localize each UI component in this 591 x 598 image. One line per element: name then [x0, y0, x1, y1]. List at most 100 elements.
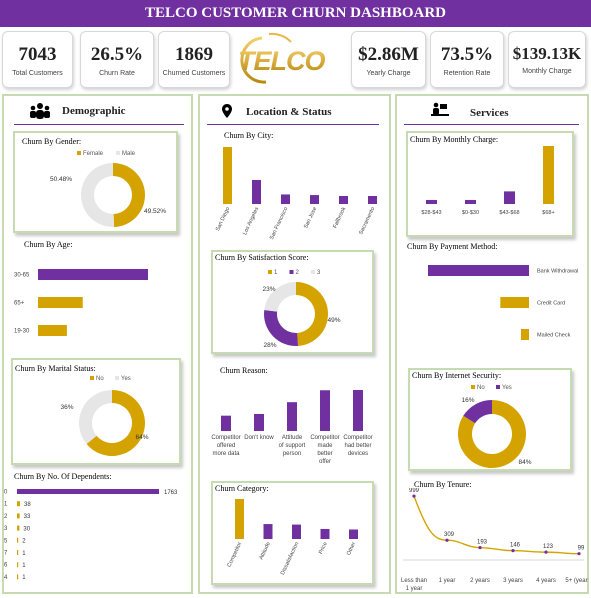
kpi-label: Yearly Charge [366, 70, 411, 77]
marital-chart: 64% 36% No Yes [60, 376, 149, 456]
monthly-chart: $28-$43 $0-$30 $43-$68 $68+ [421, 146, 555, 216]
bar [281, 194, 290, 204]
category-label: 4 years [536, 578, 556, 584]
data-label: 123 [543, 544, 554, 550]
kpi-label: Churned Customers [162, 70, 226, 77]
legend-swatch [496, 385, 500, 389]
chart-title: Churn By Monthly Charge: [410, 135, 499, 144]
data-label: 309 [444, 532, 455, 538]
legend-swatch [311, 270, 315, 274]
donut-slice [264, 282, 296, 312]
series-line [413, 495, 580, 555]
category-label: Credit Card [537, 301, 565, 307]
donut-slice [264, 309, 299, 346]
chart-title: Churn Category: [215, 484, 269, 493]
data-label: 999 [409, 488, 420, 494]
legend-label: Yes [121, 376, 131, 382]
category-label: Fallbrook [332, 206, 347, 229]
category-label: $68+ [542, 210, 554, 216]
donut-slice [113, 163, 146, 227]
data-point [544, 550, 548, 554]
people-icon [30, 103, 50, 119]
bar [349, 529, 358, 539]
kpi-value: 7043 [18, 44, 57, 65]
kpi-label: Monthly Charge [522, 68, 572, 75]
category-label: Attitude [258, 541, 271, 560]
category-label: Dissatisfaction [280, 541, 300, 576]
category-label: 19-30 [14, 329, 30, 335]
bar [17, 574, 19, 580]
bar [38, 269, 148, 280]
data-label: 99 [578, 546, 585, 552]
data-label: 36% [60, 404, 73, 411]
data-label: 1 [22, 563, 26, 569]
data-label: 1763 [164, 490, 178, 496]
category-label: 2 years [470, 578, 490, 584]
chart-title: Churn By No. Of Dependents: [14, 472, 112, 481]
divider [404, 124, 579, 125]
category-label: Los Angeles [242, 206, 260, 236]
category-label: better [317, 451, 332, 457]
category-label: 1 year [439, 578, 456, 584]
category-label: more data [212, 451, 240, 457]
bar [17, 525, 20, 531]
section-title: Location & Status [246, 106, 332, 118]
bar [320, 528, 330, 539]
legend-label: Female [83, 151, 104, 157]
bar [263, 524, 273, 539]
category-label: San Francisco [269, 206, 289, 240]
category-label: 3 [4, 526, 8, 532]
chart-title: Churn By Internet Security: [412, 371, 502, 380]
service-desk-icon [431, 102, 449, 116]
category-label: 65+ [14, 301, 25, 307]
bar [353, 390, 363, 431]
bar [17, 550, 19, 555]
category-label: Competitor [227, 541, 244, 568]
security-chart: 84% 16%No Yes [458, 385, 532, 468]
bar [339, 195, 348, 204]
divider [207, 124, 379, 125]
bar [221, 415, 231, 431]
bar [17, 489, 159, 494]
bar [254, 413, 264, 431]
category-label: 7 [4, 551, 8, 557]
legend-label: No [477, 385, 485, 391]
data-point [412, 494, 416, 498]
category-label: 5+ (years) [565, 578, 588, 584]
legend-label: Yes [502, 385, 512, 391]
bar [287, 402, 297, 431]
category-label: San Diego [215, 206, 231, 232]
data-point [577, 552, 581, 556]
dashboard-title: TELCO CUSTOMER CHURN DASHBOARD [0, 0, 591, 27]
age-chart: 30-65 65+ 19-30 [14, 269, 148, 336]
kpi-value: 1869 [175, 44, 213, 65]
kpi-card: 1869 Churned Customers [158, 31, 230, 88]
bar [465, 199, 476, 204]
bar [38, 297, 83, 308]
telco-logo: TELCO [236, 30, 346, 90]
kpi-card: 26.5% Churn Rate [80, 31, 154, 88]
data-point [511, 549, 515, 553]
data-label: 30 [23, 526, 30, 532]
legend-label: No [96, 376, 104, 382]
bar [368, 195, 377, 204]
bar [504, 191, 515, 204]
category-label: 30-65 [14, 273, 30, 279]
data-label: 1 [22, 551, 26, 557]
category-label: $28-$43 [421, 210, 441, 216]
category-label: 1 year [406, 586, 423, 592]
data-label: 64% [135, 434, 148, 441]
chart-title: Churn By Satisfaction Score: [215, 253, 309, 262]
kpi-label: Churn Rate [99, 70, 135, 77]
divider [14, 124, 184, 125]
category-label: $43-$68 [499, 210, 519, 216]
section-title: Services [470, 107, 509, 119]
legend-label: 1 [274, 270, 278, 276]
category-label: 6 [4, 563, 8, 569]
category-label: 4 [4, 575, 8, 581]
payment-chart: Bank Withdrawal Credit Card Mailed Check [428, 265, 578, 340]
category-label: Sacramento [358, 206, 376, 235]
bar [320, 390, 330, 431]
data-label: 2 [22, 539, 26, 545]
